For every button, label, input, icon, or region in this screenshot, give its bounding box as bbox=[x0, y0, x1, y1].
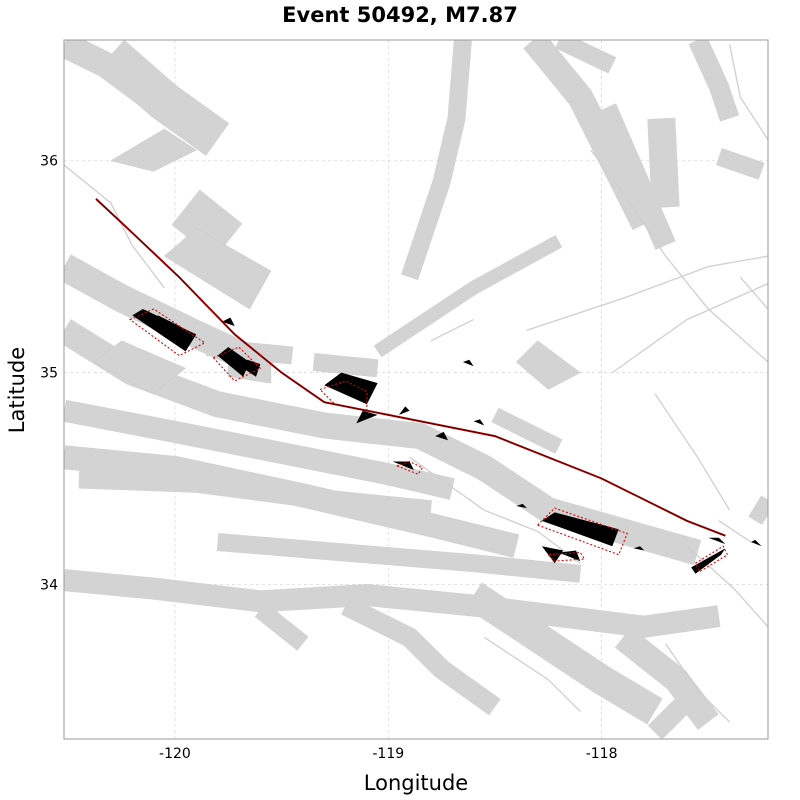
fault-trace bbox=[64, 164, 165, 289]
fault-zone bbox=[523, 40, 656, 231]
slip-fragment bbox=[435, 431, 448, 441]
slip-patch bbox=[558, 550, 581, 562]
fault-zone bbox=[341, 596, 501, 716]
fault-zone bbox=[401, 40, 472, 281]
fault-zone bbox=[216, 533, 582, 583]
slip-fragment bbox=[221, 317, 235, 326]
slip-patch bbox=[217, 347, 250, 377]
figure-title: Event 50492, M7.87 bbox=[282, 3, 518, 27]
fault-trace bbox=[590, 149, 768, 363]
slip-patch bbox=[356, 410, 378, 424]
slip-patch bbox=[392, 461, 414, 470]
fault-zone-patch bbox=[93, 340, 187, 394]
fault-zone bbox=[312, 353, 379, 378]
rupture-trace-core bbox=[95, 198, 726, 536]
y-tick-label: 35 bbox=[40, 366, 58, 382]
slip-patch bbox=[691, 548, 726, 574]
fault-zone-patch bbox=[110, 128, 197, 172]
fault-trace bbox=[665, 643, 731, 723]
fault-zone bbox=[465, 582, 663, 725]
slip-fragment bbox=[633, 546, 645, 551]
fault-zone bbox=[97, 40, 230, 156]
y-tick-label: 36 bbox=[40, 154, 58, 170]
slip-patch bbox=[324, 372, 378, 405]
fault-zone bbox=[647, 117, 680, 208]
slip-fragment bbox=[708, 537, 726, 545]
fault-trace bbox=[718, 520, 752, 543]
slip-patch bbox=[541, 512, 619, 547]
y-tick-label: 34 bbox=[40, 577, 58, 593]
slip-patch bbox=[243, 359, 261, 377]
fault-zone bbox=[64, 569, 721, 638]
map-layer bbox=[64, 40, 768, 739]
fault-zone bbox=[715, 147, 765, 180]
fault-trace bbox=[739, 276, 768, 310]
slip-fragment bbox=[750, 539, 762, 547]
slip-fragment bbox=[398, 406, 410, 415]
fault-zone bbox=[748, 495, 768, 525]
fault-zone bbox=[373, 235, 563, 358]
axis-ticks: -120 -119 -118 34 35 36 bbox=[40, 154, 617, 762]
fault-zone bbox=[614, 627, 719, 730]
patch-outline bbox=[694, 545, 729, 573]
x-tick-label: -119 bbox=[372, 746, 404, 762]
fault-zone bbox=[595, 103, 676, 250]
slip-patch bbox=[541, 546, 564, 564]
patch-outline bbox=[212, 346, 262, 382]
fault-zone bbox=[254, 602, 309, 651]
x-tick-label: -120 bbox=[159, 746, 191, 762]
fault-trace bbox=[728, 44, 768, 140]
patch-outline bbox=[318, 380, 368, 412]
fault-zone-patch bbox=[163, 228, 272, 310]
fault-trace bbox=[686, 545, 768, 628]
slip-fragment bbox=[473, 419, 485, 426]
patch-outline bbox=[129, 308, 206, 357]
fault-zone bbox=[647, 693, 694, 739]
fault-zone bbox=[78, 468, 432, 521]
fault-trace bbox=[409, 456, 581, 564]
fault-zone-patch bbox=[515, 340, 581, 390]
fault-trace bbox=[430, 319, 474, 342]
y-axis-label: Latitude bbox=[5, 347, 29, 433]
fault-trace bbox=[526, 255, 768, 331]
fault-trace bbox=[611, 283, 768, 374]
patch-outline bbox=[547, 552, 586, 562]
fault-zone bbox=[555, 40, 617, 74]
slip-fragment bbox=[516, 503, 527, 509]
patch-outline bbox=[395, 460, 424, 475]
x-axis-label: Longitude bbox=[364, 771, 468, 795]
fault-zone bbox=[171, 189, 243, 259]
fault-zone bbox=[491, 407, 563, 454]
slip-patch bbox=[149, 315, 180, 339]
fault-trace bbox=[483, 636, 581, 712]
slip-fragment bbox=[462, 359, 474, 367]
plot-frame bbox=[63, 39, 769, 740]
fault-trace bbox=[654, 393, 731, 511]
fault-zone bbox=[688, 40, 740, 122]
fault-zone bbox=[64, 399, 455, 500]
patch-outline bbox=[536, 507, 628, 556]
x-tick-label: -118 bbox=[586, 746, 618, 762]
